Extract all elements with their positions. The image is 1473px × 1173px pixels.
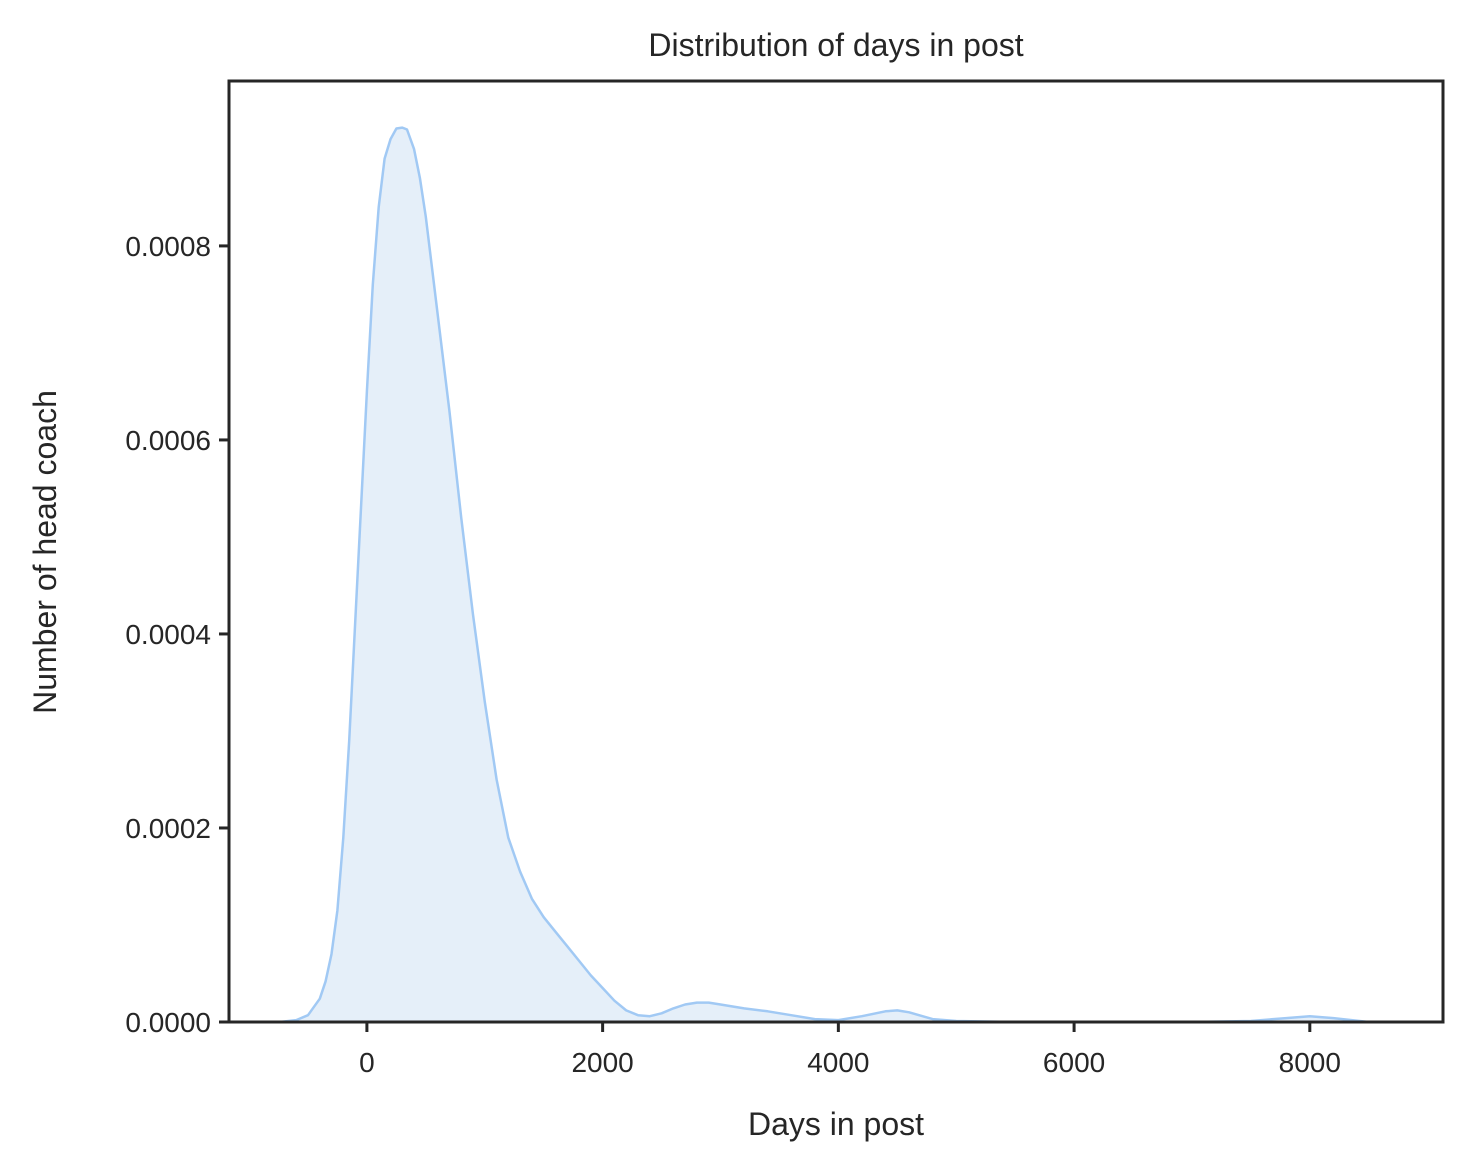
x-axis-ticks: 0 2000 4000 6000 8000 <box>359 1022 1341 1078</box>
y-tick-label: 0.0004 <box>125 619 211 650</box>
x-tick-label: 2000 <box>571 1047 633 1078</box>
y-tick-label: 0.0002 <box>125 813 211 844</box>
plot-area <box>279 126 1369 1024</box>
density-line-0 <box>279 126 1369 1024</box>
x-tick-label: 8000 <box>1279 1047 1341 1078</box>
y-axis-ticks: 0.0000 0.0002 0.0004 0.0006 0.0008 <box>125 231 229 1038</box>
y-axis-label: Number of head coach <box>27 390 63 714</box>
y-tick-label: 0.0008 <box>125 231 211 262</box>
x-tick-label: 6000 <box>1043 1047 1105 1078</box>
x-axis-label: Days in post <box>748 1106 924 1142</box>
density-area-0 <box>279 127 1369 1023</box>
chart-title: Distribution of days in post <box>648 27 1023 63</box>
x-tick-label: 4000 <box>807 1047 869 1078</box>
axes-frame <box>227 79 1445 1024</box>
x-tick-label: 0 <box>359 1047 375 1078</box>
y-tick-label: 0.0006 <box>125 425 211 456</box>
y-tick-label: 0.0000 <box>125 1007 211 1038</box>
